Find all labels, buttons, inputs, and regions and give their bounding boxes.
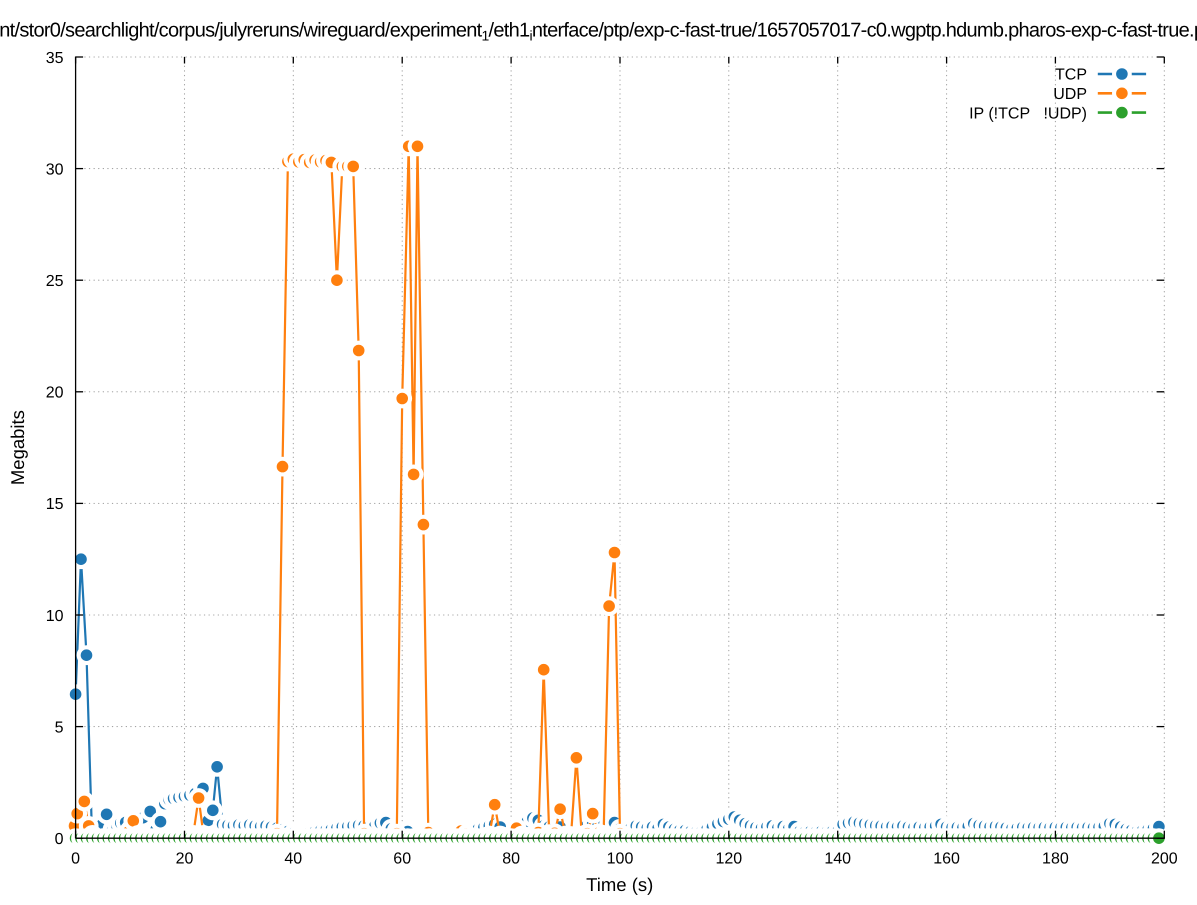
- svg-text:120: 120: [715, 850, 742, 867]
- svg-text:15: 15: [46, 496, 64, 513]
- svg-text:TCP: TCP: [1055, 67, 1087, 84]
- svg-text:20: 20: [176, 850, 194, 867]
- svg-text:/mnt/stor0/searchlight/corpus/: /mnt/stor0/searchlight/corpus/julyreruns…: [0, 20, 1197, 44]
- svg-text:200: 200: [1151, 850, 1178, 867]
- svg-text:UDP: UDP: [1053, 86, 1087, 103]
- svg-text:Time (s): Time (s): [586, 874, 653, 895]
- svg-text:35: 35: [46, 50, 64, 67]
- svg-text:10: 10: [46, 608, 64, 625]
- svg-text:160: 160: [933, 850, 960, 867]
- svg-text:Megabits: Megabits: [7, 410, 28, 485]
- svg-text:140: 140: [824, 850, 851, 867]
- svg-text:5: 5: [55, 719, 64, 736]
- svg-text:100: 100: [607, 850, 634, 867]
- svg-text:80: 80: [502, 850, 520, 867]
- svg-text:0: 0: [71, 850, 80, 867]
- svg-text:20: 20: [46, 385, 64, 402]
- svg-text:30: 30: [46, 161, 64, 178]
- svg-text:IP (!TCP !UDP): IP (!TCP !UDP): [969, 105, 1087, 122]
- svg-text:60: 60: [393, 850, 411, 867]
- svg-text:40: 40: [284, 850, 302, 867]
- svg-text:25: 25: [46, 273, 64, 290]
- svg-text:0: 0: [55, 831, 64, 848]
- svg-text:180: 180: [1042, 850, 1069, 867]
